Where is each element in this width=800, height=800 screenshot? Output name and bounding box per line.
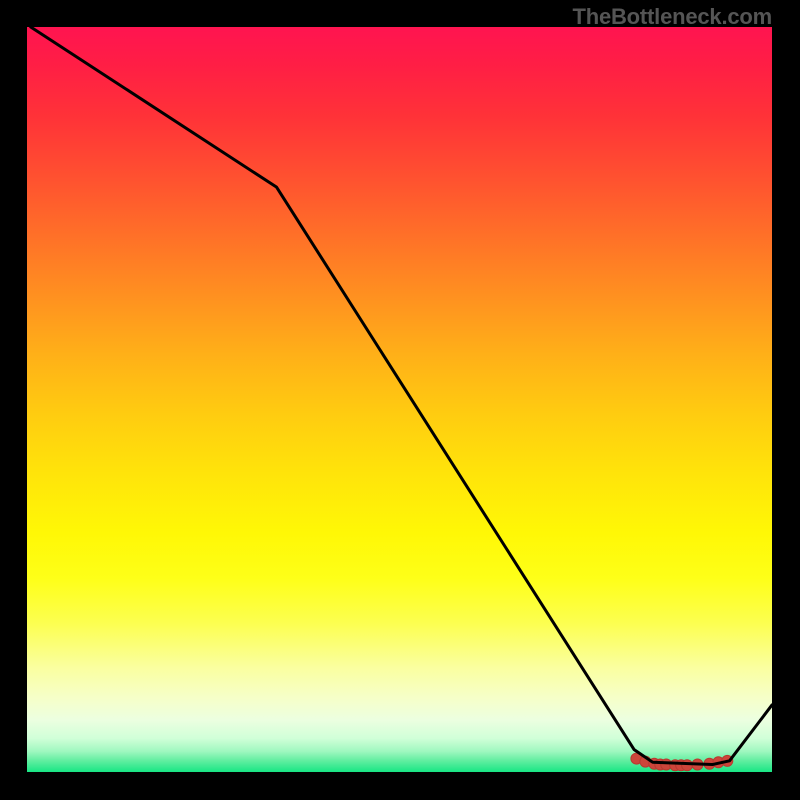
- plot-background: [27, 27, 772, 772]
- watermark-label: TheBottleneck.com: [572, 4, 772, 30]
- chart-container: { "watermark": { "text": "TheBottleneck.…: [0, 0, 800, 800]
- chart-svg: [0, 0, 800, 800]
- scatter-point: [682, 760, 693, 771]
